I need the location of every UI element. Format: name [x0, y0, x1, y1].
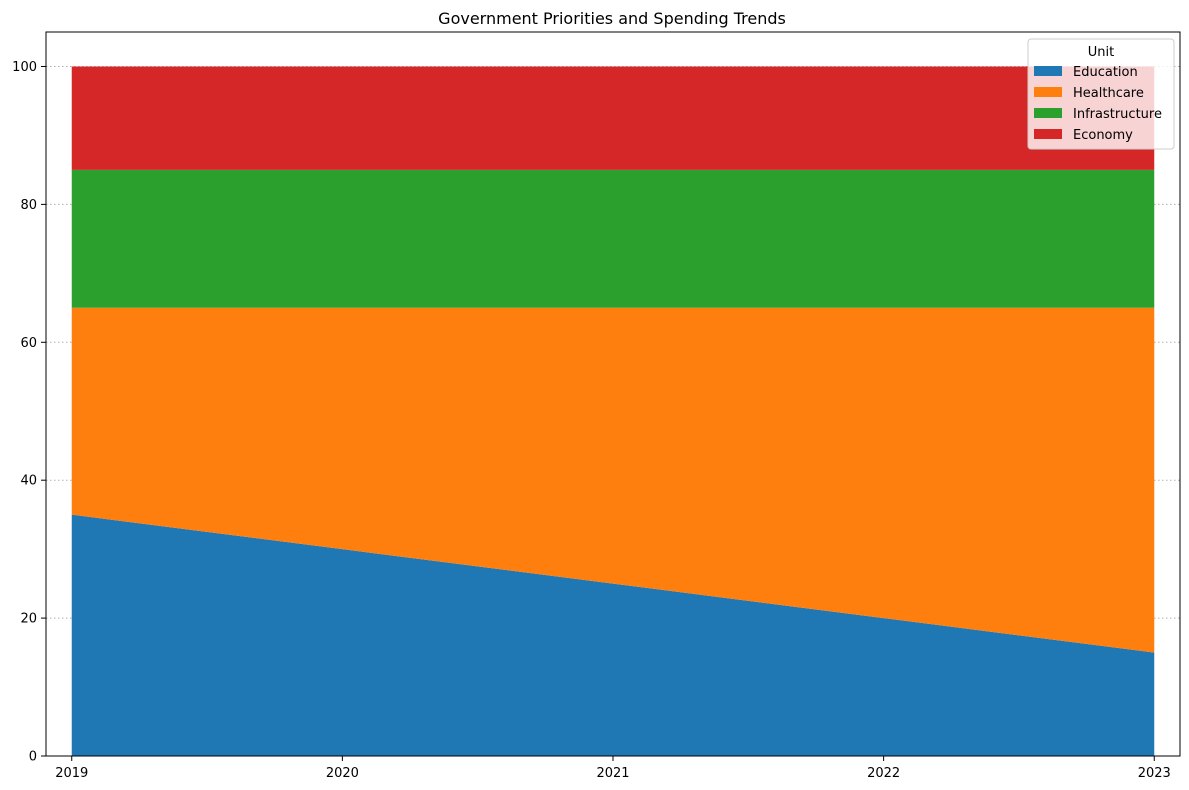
x-tick-label: 2023	[1138, 766, 1171, 781]
y-tick-label: 100	[12, 60, 37, 75]
y-tick-label: 20	[20, 612, 37, 627]
area-economy	[71, 66, 1155, 170]
legend-swatch	[1034, 108, 1062, 118]
y-tick-label: 60	[20, 336, 37, 351]
area-infrastructure	[71, 169, 1155, 308]
x-tick-label: 2022	[867, 766, 900, 781]
y-axis: 0 20 40 60 80 100	[12, 60, 46, 765]
legend-label: Healthcare	[1073, 86, 1144, 101]
legend-swatch	[1034, 129, 1062, 139]
y-tick-label: 80	[20, 198, 37, 213]
legend-title: Unit	[1088, 45, 1114, 60]
x-tick-label: 2020	[326, 766, 359, 781]
legend-swatch	[1034, 87, 1062, 97]
x-tick-label: 2021	[596, 766, 629, 781]
y-tick-label: 40	[20, 474, 37, 489]
legend-swatch	[1034, 66, 1062, 76]
x-tick-label: 2019	[55, 766, 88, 781]
legend-label: Infrastructure	[1073, 107, 1162, 122]
legend: Unit Education Healthcare Infrastructure Eco…	[1027, 38, 1175, 150]
area-healthcare	[71, 307, 1155, 653]
legend-label: Education	[1073, 65, 1138, 80]
legend-label: Economy	[1073, 128, 1133, 143]
legend-box	[1027, 38, 1175, 150]
area-series	[71, 66, 1155, 756]
y-tick-label: 0	[29, 750, 37, 765]
x-axis: 2019 2020 2021 2022 2023	[55, 756, 1171, 781]
area-education	[71, 514, 1155, 756]
chart-title: Government Priorities and Spending Trend…	[438, 9, 786, 28]
